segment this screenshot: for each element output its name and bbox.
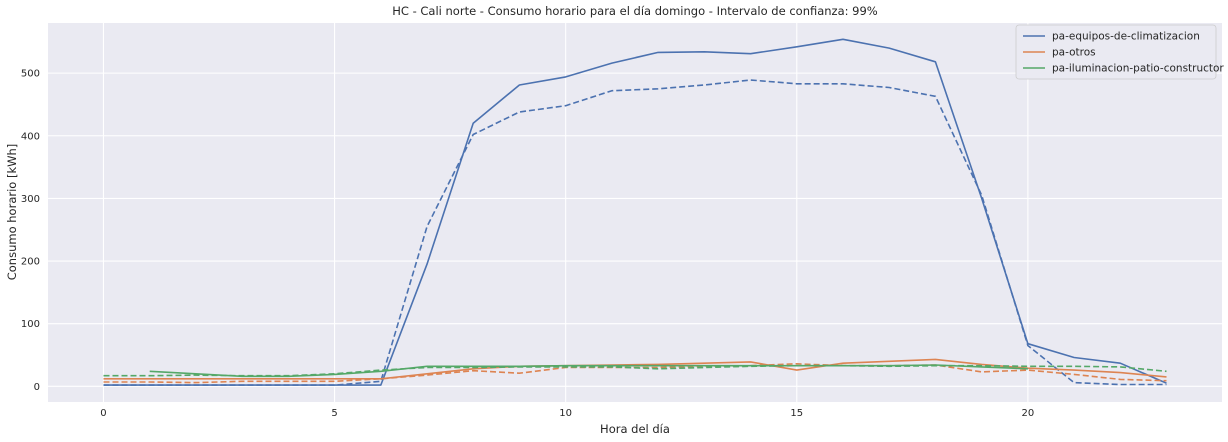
x-tick-label: 20 xyxy=(1022,408,1035,419)
series-dashed-line xyxy=(103,79,1167,386)
y-tick-label: 500 xyxy=(21,69,40,80)
gridlines xyxy=(48,23,1222,402)
legend-entry: pa-otros xyxy=(1052,47,1096,59)
x-axis-label: Hora del día xyxy=(600,422,670,436)
y-tick-label: 300 xyxy=(21,194,40,205)
y-tick-label: 400 xyxy=(21,131,40,142)
x-tick-label: 5 xyxy=(331,408,337,419)
series-lines xyxy=(103,38,1167,386)
y-axis-label: Consumo horario [kWh] xyxy=(5,144,19,281)
series-dashed-line xyxy=(103,364,1167,377)
x-tick-label: 15 xyxy=(790,408,803,419)
series-line xyxy=(103,38,1167,386)
x-tick-label: 10 xyxy=(559,408,572,419)
y-tick-label: 0 xyxy=(34,382,40,393)
legend-entry: pa-equipos-de-climatizacion xyxy=(1052,31,1200,43)
plot-area xyxy=(48,23,1222,402)
chart-title: HC - Cali norte - Consumo horario para e… xyxy=(392,4,878,18)
y-tick-label: 200 xyxy=(21,257,40,268)
legend-box xyxy=(1015,24,1217,80)
legend-entry: pa-iluminacion-patio-constructor xyxy=(1052,63,1224,75)
x-tick-label: 0 xyxy=(100,408,106,419)
y-tick-label: 100 xyxy=(21,319,40,330)
legend: pa-equipos-de-climatizacion pa-otros pa-il… xyxy=(1015,24,1224,80)
